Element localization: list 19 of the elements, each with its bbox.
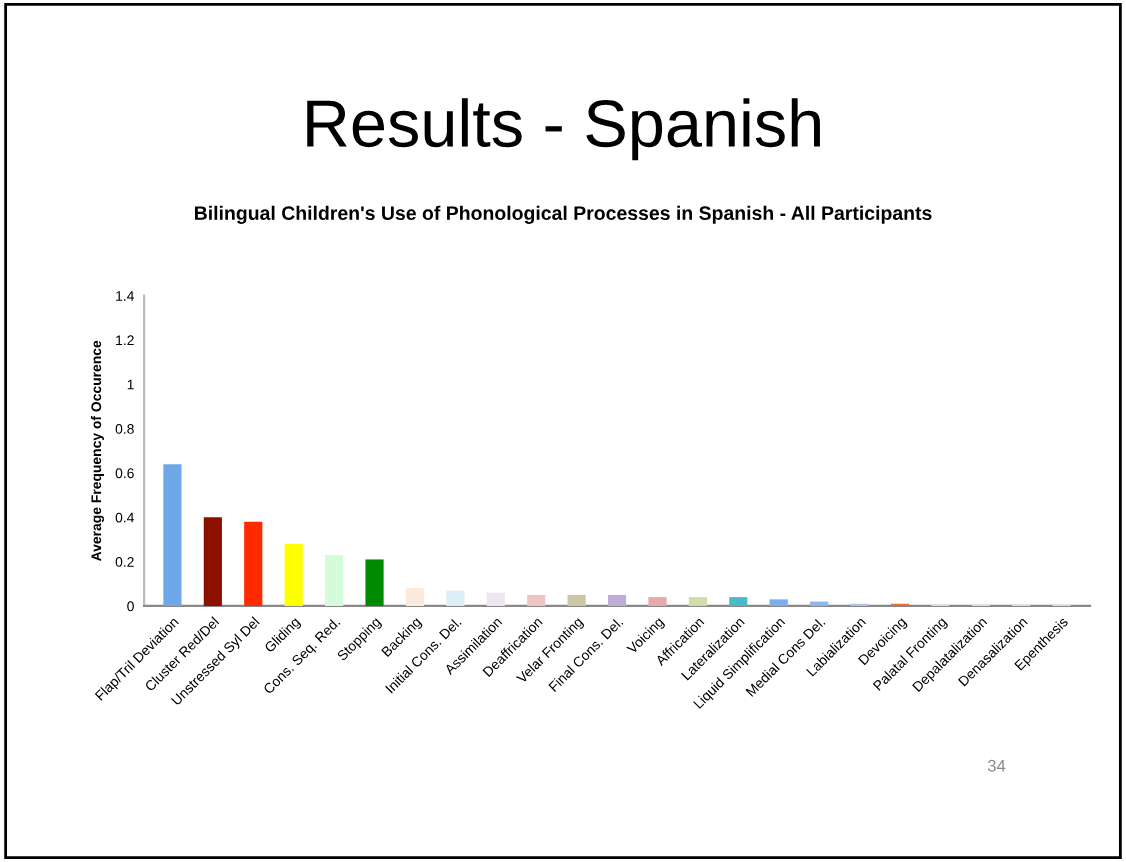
bar — [729, 597, 748, 606]
bar — [405, 588, 425, 606]
bar — [365, 559, 384, 606]
bar — [769, 599, 788, 606]
chart-title: Results - Spanish — [307, 98, 820, 161]
bar — [607, 594, 627, 606]
bar — [325, 555, 344, 606]
chart-subtitle: Bilingual Children's Use of Phonological Processes in Spanish - All Participants — [195, 205, 932, 224]
bar — [244, 521, 263, 606]
bar — [527, 594, 546, 606]
bar — [163, 464, 182, 606]
text: 34 — [987, 759, 1006, 772]
bar — [284, 543, 303, 606]
bar — [446, 590, 465, 606]
bar — [648, 597, 667, 606]
bar — [203, 517, 222, 606]
bar — [688, 597, 707, 606]
bar — [486, 592, 505, 606]
bar — [567, 594, 586, 606]
